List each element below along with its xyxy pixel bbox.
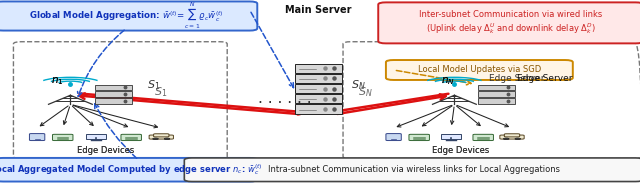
FancyBboxPatch shape bbox=[378, 2, 640, 43]
Text: Edge Server: Edge Server bbox=[517, 74, 573, 83]
Circle shape bbox=[504, 138, 509, 140]
FancyBboxPatch shape bbox=[295, 64, 342, 73]
Text: $S_1$: $S_1$ bbox=[147, 78, 160, 92]
Text: Main Server: Main Server bbox=[285, 5, 352, 16]
FancyBboxPatch shape bbox=[52, 134, 73, 141]
Circle shape bbox=[153, 138, 158, 140]
Text: Edge Devices: Edge Devices bbox=[432, 146, 490, 155]
Text: · · · · · ·: · · · · · · bbox=[258, 96, 312, 111]
FancyBboxPatch shape bbox=[500, 135, 524, 139]
FancyBboxPatch shape bbox=[149, 135, 173, 139]
FancyBboxPatch shape bbox=[0, 1, 257, 31]
FancyBboxPatch shape bbox=[386, 60, 573, 80]
FancyBboxPatch shape bbox=[409, 134, 429, 141]
FancyBboxPatch shape bbox=[478, 98, 515, 104]
Text: $n_1$: $n_1$ bbox=[51, 76, 64, 87]
FancyBboxPatch shape bbox=[184, 158, 640, 182]
Text: Local Model Updates via SGD: Local Model Updates via SGD bbox=[418, 66, 541, 74]
FancyBboxPatch shape bbox=[441, 134, 461, 139]
FancyBboxPatch shape bbox=[295, 74, 342, 83]
Text: $S_N$: $S_N$ bbox=[351, 78, 365, 92]
Text: Edge Devices: Edge Devices bbox=[432, 146, 490, 155]
FancyBboxPatch shape bbox=[95, 91, 132, 97]
Text: Inter-subnet Communication via wired links
(Uplink delay $\Delta_k^U$ and downli: Inter-subnet Communication via wired lin… bbox=[419, 10, 602, 36]
FancyBboxPatch shape bbox=[86, 134, 106, 139]
FancyBboxPatch shape bbox=[95, 98, 132, 104]
FancyBboxPatch shape bbox=[478, 91, 515, 97]
Text: Local Aggregated Model Computed by edge server $n_c$: $\bar{w}_c^{(t)}$: Local Aggregated Model Computed by edge … bbox=[0, 162, 263, 177]
Text: Edge Devices: Edge Devices bbox=[77, 146, 134, 155]
FancyBboxPatch shape bbox=[386, 134, 401, 141]
Text: Edge Server: Edge Server bbox=[490, 74, 545, 83]
FancyBboxPatch shape bbox=[154, 134, 169, 137]
Circle shape bbox=[515, 138, 520, 140]
Text: Edge Devices: Edge Devices bbox=[77, 146, 134, 155]
Text: $n_N$: $n_N$ bbox=[441, 76, 455, 87]
FancyBboxPatch shape bbox=[504, 134, 520, 137]
FancyBboxPatch shape bbox=[295, 84, 342, 93]
FancyBboxPatch shape bbox=[478, 85, 515, 90]
FancyBboxPatch shape bbox=[295, 104, 342, 114]
Text: Global Model Aggregation: $\bar{w}^{(t)}\!=\!\sum_{c=1}^{N}\varrho_c\bar{w}_c^{(: Global Model Aggregation: $\bar{w}^{(t)}… bbox=[29, 1, 224, 31]
Text: $S_1$: $S_1$ bbox=[154, 85, 167, 99]
Text: $S_N$: $S_N$ bbox=[358, 85, 373, 99]
FancyBboxPatch shape bbox=[95, 85, 132, 90]
FancyBboxPatch shape bbox=[0, 158, 257, 182]
Text: Intra-subnet Communication via wireless links for Local Aggregations: Intra-subnet Communication via wireless … bbox=[268, 165, 560, 174]
Circle shape bbox=[164, 138, 170, 140]
Text: $n_N$: $n_N$ bbox=[441, 76, 455, 87]
FancyBboxPatch shape bbox=[473, 134, 493, 141]
FancyBboxPatch shape bbox=[29, 134, 45, 141]
FancyBboxPatch shape bbox=[295, 94, 342, 103]
FancyBboxPatch shape bbox=[121, 134, 141, 141]
Text: $n_1$: $n_1$ bbox=[51, 76, 64, 87]
